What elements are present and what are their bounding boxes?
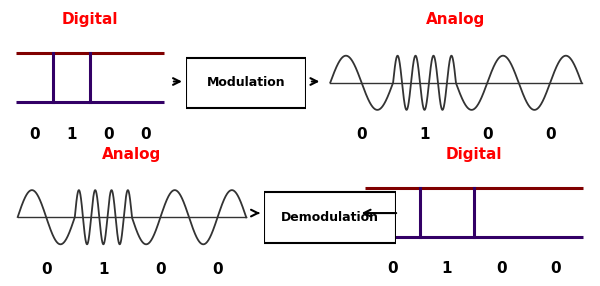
Text: 1: 1 (98, 262, 109, 277)
Text: Modulation: Modulation (206, 76, 286, 90)
Text: 0: 0 (41, 262, 52, 277)
Title: Analog: Analog (103, 147, 161, 162)
Text: 0: 0 (387, 261, 398, 276)
FancyBboxPatch shape (264, 192, 396, 243)
Text: 1: 1 (442, 261, 452, 276)
Text: 1: 1 (419, 128, 430, 142)
Text: 0: 0 (29, 127, 40, 142)
Text: 0: 0 (550, 261, 561, 276)
FancyBboxPatch shape (186, 58, 306, 108)
Text: 0: 0 (140, 127, 151, 142)
Title: Digital: Digital (446, 147, 502, 162)
Text: 0: 0 (212, 262, 223, 277)
Text: 0: 0 (155, 262, 166, 277)
Text: 0: 0 (545, 128, 556, 142)
Text: 1: 1 (66, 127, 77, 142)
Title: Digital: Digital (62, 12, 118, 27)
Text: 0: 0 (103, 127, 114, 142)
Text: 0: 0 (482, 128, 493, 142)
Title: Analog: Analog (427, 12, 485, 27)
Text: 0: 0 (356, 128, 367, 142)
Text: Demodulation: Demodulation (281, 211, 379, 224)
Text: 0: 0 (496, 261, 506, 276)
